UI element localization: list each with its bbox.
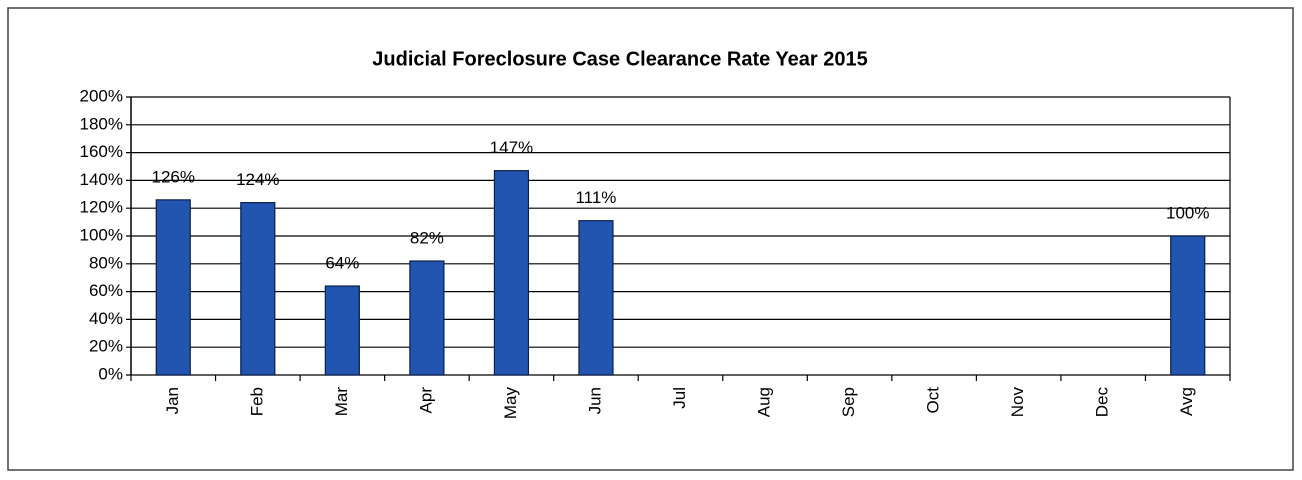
chart-title: Judicial Foreclosure Case Clearance Rate… (372, 48, 867, 70)
x-tick-label: Aug (755, 387, 774, 417)
data-label: 124% (236, 170, 279, 189)
x-tick-label: Jul (670, 387, 689, 409)
x-tick-label: Nov (1008, 387, 1027, 418)
x-tick-label: Jun (585, 387, 604, 414)
y-tick-label: 40% (89, 309, 123, 328)
x-tick-label: Avg (1177, 387, 1196, 416)
x-tick-label: Dec (1093, 387, 1112, 418)
chart-frame (7, 7, 1294, 471)
x-tick-label: Feb (247, 387, 266, 416)
y-tick-label: 0% (98, 364, 123, 383)
bar (155, 199, 191, 376)
x-tick-label: Jan (163, 387, 182, 414)
data-label: 126% (152, 167, 195, 186)
x-tick-label: Apr (416, 387, 435, 414)
x-tick-label: Mar (332, 387, 351, 417)
bar (1170, 235, 1206, 376)
bar (409, 260, 445, 376)
x-tick-label: Sep (839, 387, 858, 417)
x-tick-label: May (501, 387, 520, 420)
y-tick-label: 60% (89, 281, 123, 300)
y-tick-label: 160% (80, 142, 123, 161)
y-tick-label: 80% (89, 253, 123, 272)
bar (578, 220, 614, 376)
y-tick-label: 120% (80, 198, 123, 217)
bar (240, 202, 276, 376)
data-label: 111% (575, 188, 616, 207)
x-tick-label: Oct (924, 387, 943, 414)
y-tick-label: 100% (80, 225, 123, 244)
bar (493, 170, 530, 376)
data-label: 64% (325, 254, 359, 273)
data-label: 147% (490, 138, 533, 157)
y-tick-label: 140% (80, 170, 123, 189)
data-label: 82% (410, 229, 444, 248)
y-tick-label: 180% (80, 114, 123, 133)
data-label: 100% (1166, 203, 1209, 222)
bar (324, 285, 360, 376)
y-tick-label: 200% (80, 86, 123, 105)
y-tick-label: 20% (89, 337, 123, 356)
